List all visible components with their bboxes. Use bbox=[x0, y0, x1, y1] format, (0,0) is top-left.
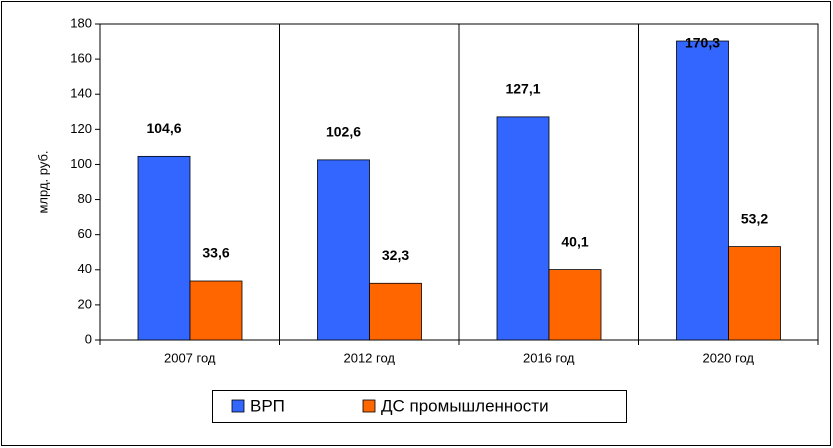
value-label: 104,6 bbox=[146, 120, 181, 136]
value-label: 40,1 bbox=[561, 233, 588, 249]
value-label: 33,6 bbox=[202, 245, 229, 261]
x-tick-label: 2016 год bbox=[523, 350, 575, 365]
y-tick-label: 20 bbox=[78, 296, 92, 311]
x-tick-label: 2020 год bbox=[702, 350, 754, 365]
legend-swatch bbox=[362, 399, 376, 413]
bar bbox=[189, 280, 243, 341]
y-tick-label: 40 bbox=[78, 261, 92, 276]
bar bbox=[496, 116, 550, 341]
legend-swatch bbox=[231, 399, 245, 413]
value-label: 53,2 bbox=[741, 210, 768, 226]
value-label: 170,3 bbox=[685, 35, 720, 51]
bar bbox=[369, 282, 422, 341]
y-tick-label: 60 bbox=[78, 226, 92, 241]
y-tick-label: 180 bbox=[70, 15, 92, 30]
value-label: 102,6 bbox=[326, 124, 361, 140]
y-tick-label: 100 bbox=[70, 156, 92, 171]
bar bbox=[676, 40, 729, 341]
legend-label: ВРП bbox=[250, 396, 285, 415]
y-tick-label: 0 bbox=[85, 331, 92, 346]
legend-label: ДС промышленности bbox=[381, 396, 549, 415]
y-tick-label: 120 bbox=[70, 121, 92, 136]
y-tick-label: 80 bbox=[78, 191, 92, 206]
bar bbox=[548, 269, 602, 341]
value-label: 127,1 bbox=[505, 81, 540, 97]
x-tick-label: 2012 год bbox=[343, 350, 395, 365]
x-tick-label: 2007 год bbox=[164, 350, 216, 365]
bar bbox=[137, 155, 191, 341]
legend-box bbox=[212, 390, 627, 423]
bar bbox=[317, 159, 370, 341]
y-axis-label: млрд. руб. bbox=[35, 150, 50, 213]
bar bbox=[728, 246, 781, 341]
value-label: 32,3 bbox=[382, 247, 409, 263]
y-tick-label: 160 bbox=[70, 51, 92, 66]
y-tick-label: 140 bbox=[70, 86, 92, 101]
